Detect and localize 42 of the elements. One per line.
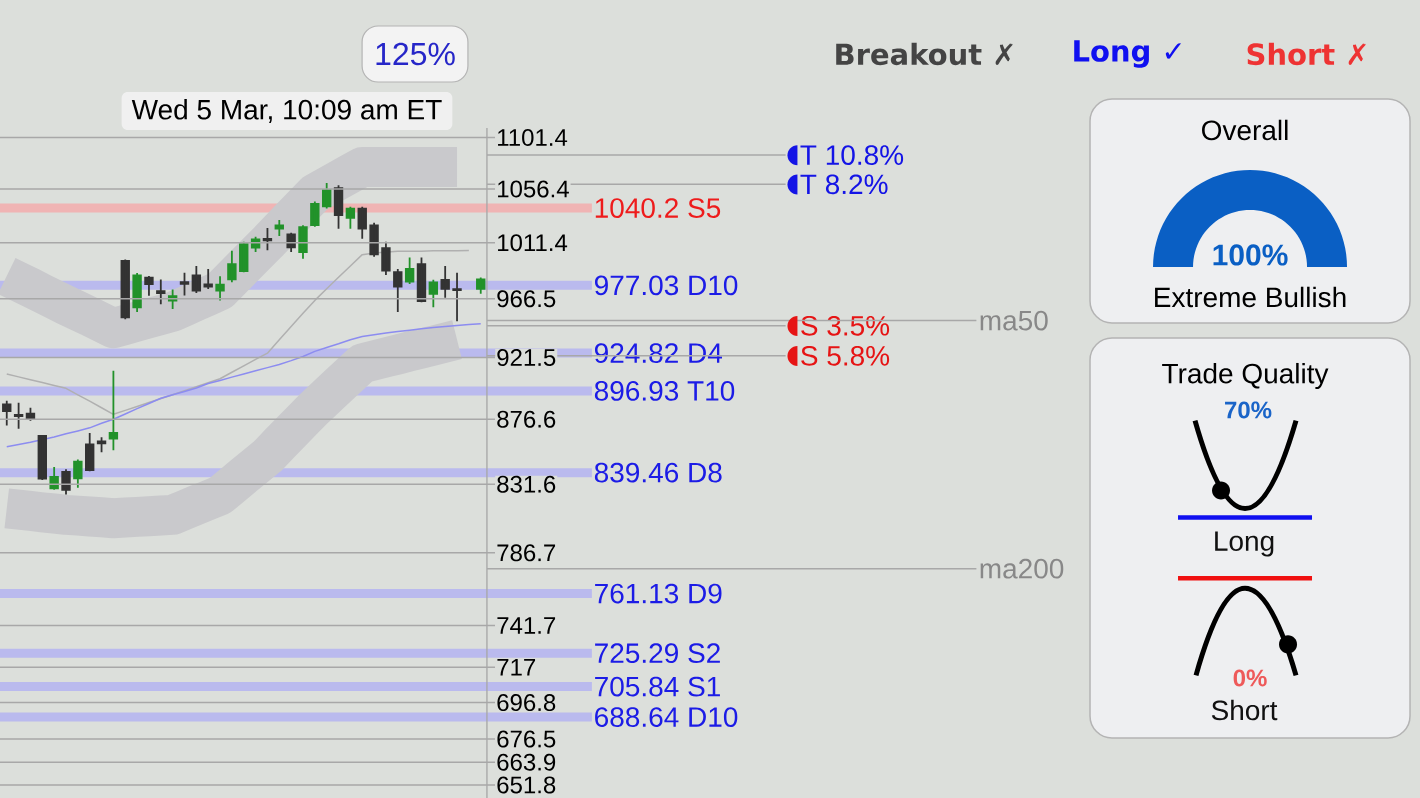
- text: Breakout ✗: [836, 42, 1013, 66]
- y-tick-label: 717: [497, 659, 536, 676]
- y-tick-label: 1011.4: [498, 234, 568, 252]
- text: Extreme Bullish: [1155, 286, 1346, 308]
- y-tick-label: 663.9: [497, 753, 556, 771]
- chart-title: Overall: [1202, 119, 1288, 141]
- ref-line-label: T 8.2%: [800, 174, 888, 195]
- y-tick-label: 831.6: [497, 475, 556, 493]
- y-tick-label: 921.5: [497, 349, 556, 367]
- ref-line-label: S 3.5%: [801, 315, 890, 336]
- ref-line-label: 977.03 D10: [594, 275, 738, 296]
- ref-line-label: 896.93 T10: [594, 381, 735, 401]
- ref-line-label: 705.84 S1: [595, 676, 720, 697]
- y-tick-label: 876.6: [497, 410, 556, 428]
- ref-line-label: ma200: [980, 558, 1064, 579]
- y-tick-label: 741.7: [497, 617, 556, 634]
- ref-line-label: 1040.2 S5: [595, 198, 721, 218]
- y-tick-label: 786.7: [497, 544, 556, 562]
- y-tick-label: 651.8: [497, 776, 556, 794]
- ref-line-label: 924.82 D4: [594, 343, 723, 364]
- text: 0%: [1233, 669, 1267, 687]
- text: Long ✓: [1074, 40, 1181, 68]
- text: 70%: [1225, 401, 1272, 419]
- y-tick-label: 1101.4: [498, 129, 568, 147]
- ref-line-label: 725.29 S2: [595, 643, 720, 664]
- data-label: 100%: [1213, 244, 1288, 266]
- y-tick-label: 1056.4: [498, 180, 569, 198]
- text: Long: [1215, 531, 1274, 557]
- ref-line-label: ma50: [980, 310, 1048, 331]
- text: Wed 5 Mar, 10:09 am ET: [131, 99, 442, 123]
- ref-line-label: S 5.8%: [801, 345, 890, 366]
- y-tick-label: 676.5: [497, 730, 556, 748]
- y-tick-label: 696.8: [497, 694, 556, 712]
- text: Short: [1211, 699, 1278, 721]
- ref-line-label: 688.64 D10: [595, 707, 738, 727]
- ref-line-label: 761.13 D9: [595, 583, 722, 604]
- text: 125%: [376, 42, 455, 66]
- text: Short ✗: [1247, 42, 1366, 66]
- y-tick-label: 966.5: [497, 290, 556, 308]
- text: Trade Quality: [1162, 362, 1329, 390]
- ref-line-label: 839.46 D8: [594, 462, 722, 483]
- ref-line-label: T 10.8%: [800, 145, 904, 166]
